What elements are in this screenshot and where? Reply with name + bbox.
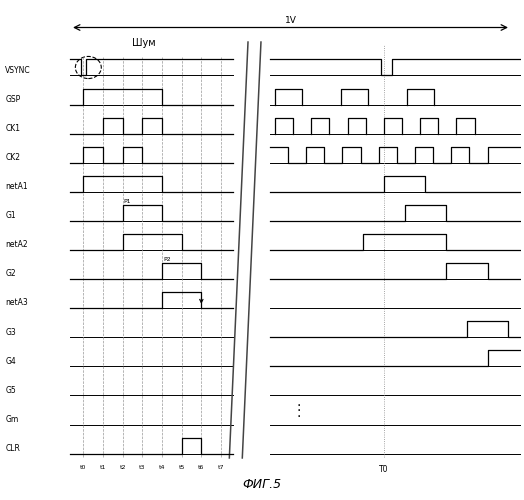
Text: P2: P2: [163, 257, 171, 262]
Text: G5: G5: [5, 386, 16, 394]
Text: 1V: 1V: [285, 16, 297, 26]
Text: CLR: CLR: [5, 444, 20, 453]
Text: t4: t4: [159, 464, 165, 469]
Text: ·: ·: [296, 404, 300, 418]
Text: netA1: netA1: [5, 182, 28, 191]
Text: ФИГ.5: ФИГ.5: [243, 478, 281, 492]
Text: CK1: CK1: [5, 124, 20, 133]
Text: t7: t7: [218, 464, 224, 469]
Text: G3: G3: [5, 328, 16, 336]
Text: t0: t0: [80, 464, 86, 469]
Text: t6: t6: [198, 464, 204, 469]
Text: t2: t2: [119, 464, 126, 469]
Text: Gm: Gm: [5, 415, 19, 424]
Text: t5: t5: [179, 464, 185, 469]
Text: ·: ·: [296, 410, 300, 424]
Text: netA2: netA2: [5, 240, 28, 250]
Text: T0: T0: [379, 464, 389, 473]
Text: ·: ·: [296, 398, 300, 412]
Text: G2: G2: [5, 270, 16, 278]
Text: t1: t1: [100, 464, 106, 469]
Text: t3: t3: [139, 464, 146, 469]
Text: P1: P1: [124, 199, 131, 204]
Text: Шум: Шум: [133, 38, 156, 48]
Text: CK2: CK2: [5, 153, 20, 162]
Text: netA3: netA3: [5, 298, 28, 308]
Text: G4: G4: [5, 356, 16, 366]
Text: G1: G1: [5, 211, 16, 220]
Text: GSP: GSP: [5, 95, 20, 104]
Text: VSYNC: VSYNC: [5, 66, 31, 75]
